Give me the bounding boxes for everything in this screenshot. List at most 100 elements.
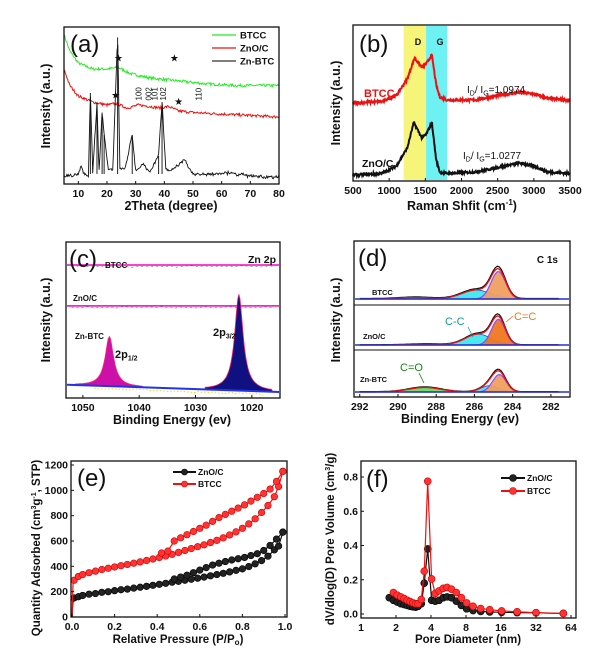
band-label-d: D [415,37,422,47]
panel-b-x-ticks: 500 1000 1500 2000 2500 3000 3500 [344,178,582,197]
panel-f-y-axis-label: dV/dlog(D) Pore Volume (cm3/g) [325,453,337,626]
x-tick-label: 8 [463,622,469,634]
star-marker: ★ [111,90,120,101]
data-point-btcc [213,536,221,544]
series-label-znbtc: Zn-BTC [360,375,388,384]
data-point-btcc [219,534,227,542]
peak-area-2p1-2 [75,335,145,388]
x-tick-label: 1000 [377,185,401,197]
data-point-btcc [253,493,261,501]
data-point-btcc [270,493,278,501]
peak-area-2p3-2 [204,294,274,393]
hkl-label: 002 [145,87,154,101]
legend-marker-znoc [181,468,188,476]
panel-e-legend: ZnO/C BTCC [173,467,224,489]
data-point-btcc [183,531,191,539]
panel-d-title: C 1s [537,255,559,266]
panel-d-x-axis-label: Binding Energy (ev) [401,412,519,426]
panel-d: (d) C 1s BTCC ZnO/C Zn-BTC C-C C=C C=O 2… [329,240,571,426]
data-point-btcc [123,560,131,569]
data-point-znoc [123,585,131,593]
panel-f-x-axis-label: Pore Diameter (nm) [415,634,521,646]
band-label-g: G [436,37,443,47]
panel-b: (b) D G BTCC ZnO/C ID/ IG=1.0974 ID/ IG=… [329,24,582,213]
data-point-znoc [228,556,236,564]
panel-c: (c) Zn 2p BTCC ZnO/C Zn-BTC 2p1/2 2p3/2 … [39,241,281,427]
y-tick-label: 1000 [45,485,69,497]
panel-b-x-axis-label: Raman Shfit (cm-1) [407,198,517,213]
y-tick-label: 600 [50,536,68,548]
star-marker: ★ [170,54,179,65]
data-point-znoc [221,557,229,566]
data-point-btcc [427,575,436,583]
data-point-btcc [234,504,242,512]
x-tick-label: 0.8 [235,621,250,633]
y-tick-label: 200 [50,586,68,598]
x-tick-label: 1020 [240,402,264,414]
band-g [426,26,448,180]
series-label-znoc: ZnO/C [73,294,97,303]
peak-label-2p12: 2p1/2 [115,349,138,363]
data-point-btcc [170,537,178,545]
data-point-btcc [420,567,429,575]
data-point-btcc [149,555,157,563]
y-tick-label: 0 [62,612,68,624]
x-tick-label: 32 [530,622,542,634]
data-point-btcc [469,602,477,611]
data-point-btcc [423,477,432,486]
x-tick-label: 2500 [486,185,510,197]
x-tick-label: 64 [565,622,577,634]
annotation-c-c: C-C [445,316,465,328]
data-point-btcc [174,548,183,557]
data-point-btcc [136,558,144,566]
data-point-znoc [170,575,178,583]
x-tick-label: 3000 [522,185,546,197]
data-point-znoc [232,566,240,574]
panel-f-legend: ZnO/C BTCC [501,473,553,496]
data-point-btcc [264,501,272,510]
x-tick-label: 0.0 [65,621,80,633]
x-tick-label: 0.6 [192,621,207,633]
panel-b-y-axis-label: Intensity (a.u.) [329,61,343,146]
panel-d-label: (d) [358,245,387,272]
data-point-znoc [257,557,266,565]
data-point-btcc [142,556,151,565]
data-point-btcc [272,477,281,486]
data-point-btcc [485,605,494,614]
data-point-btcc [266,485,274,493]
data-point-btcc [157,549,166,557]
data-point-btcc [91,567,100,575]
panel-a-frame [63,26,280,185]
x-tick-label: 0.4 [150,621,165,633]
data-point-znoc [200,573,208,581]
x-tick-label: 2 [393,622,399,634]
band-d [403,26,427,180]
panel-f: (f) ZnO/C BTCC 1 2 4 8 16 32 64 0.00.20.40.60.… [325,453,577,646]
x-tick-label: 2000 [450,185,474,197]
data-point-btcc [497,607,506,615]
data-point-znoc [177,573,185,581]
y-tick-label: 0.2 [343,574,358,586]
data-point-btcc [247,497,255,505]
data-point-znoc [266,541,274,550]
panel-a-y-axis-label: Intensity (a.u.) [39,64,53,149]
panel-c-x-ticks: 1050 1040 1030 1020 [71,395,264,414]
series-line-btcc [393,481,564,615]
data-point-btcc [177,534,185,542]
data-point-btcc [240,501,249,509]
data-point-znoc [238,565,246,573]
raw-spectrum [359,368,559,393]
data-point-btcc [251,515,259,523]
raw-data-dots [71,306,275,309]
data-point-znoc [253,550,261,558]
x-tick-label: 10 [72,188,84,200]
x-tick-label: 1.0 [278,621,293,633]
data-point-znoc [142,582,151,590]
hkl-label: 100 [135,87,144,101]
x-tick-label: 70 [244,188,256,200]
star-marker: ★ [114,54,123,65]
data-point-btcc [164,547,172,555]
data-point-btcc [226,531,234,539]
series-line-znoc-adsorption [71,531,284,618]
data-point-znoc [98,588,106,596]
